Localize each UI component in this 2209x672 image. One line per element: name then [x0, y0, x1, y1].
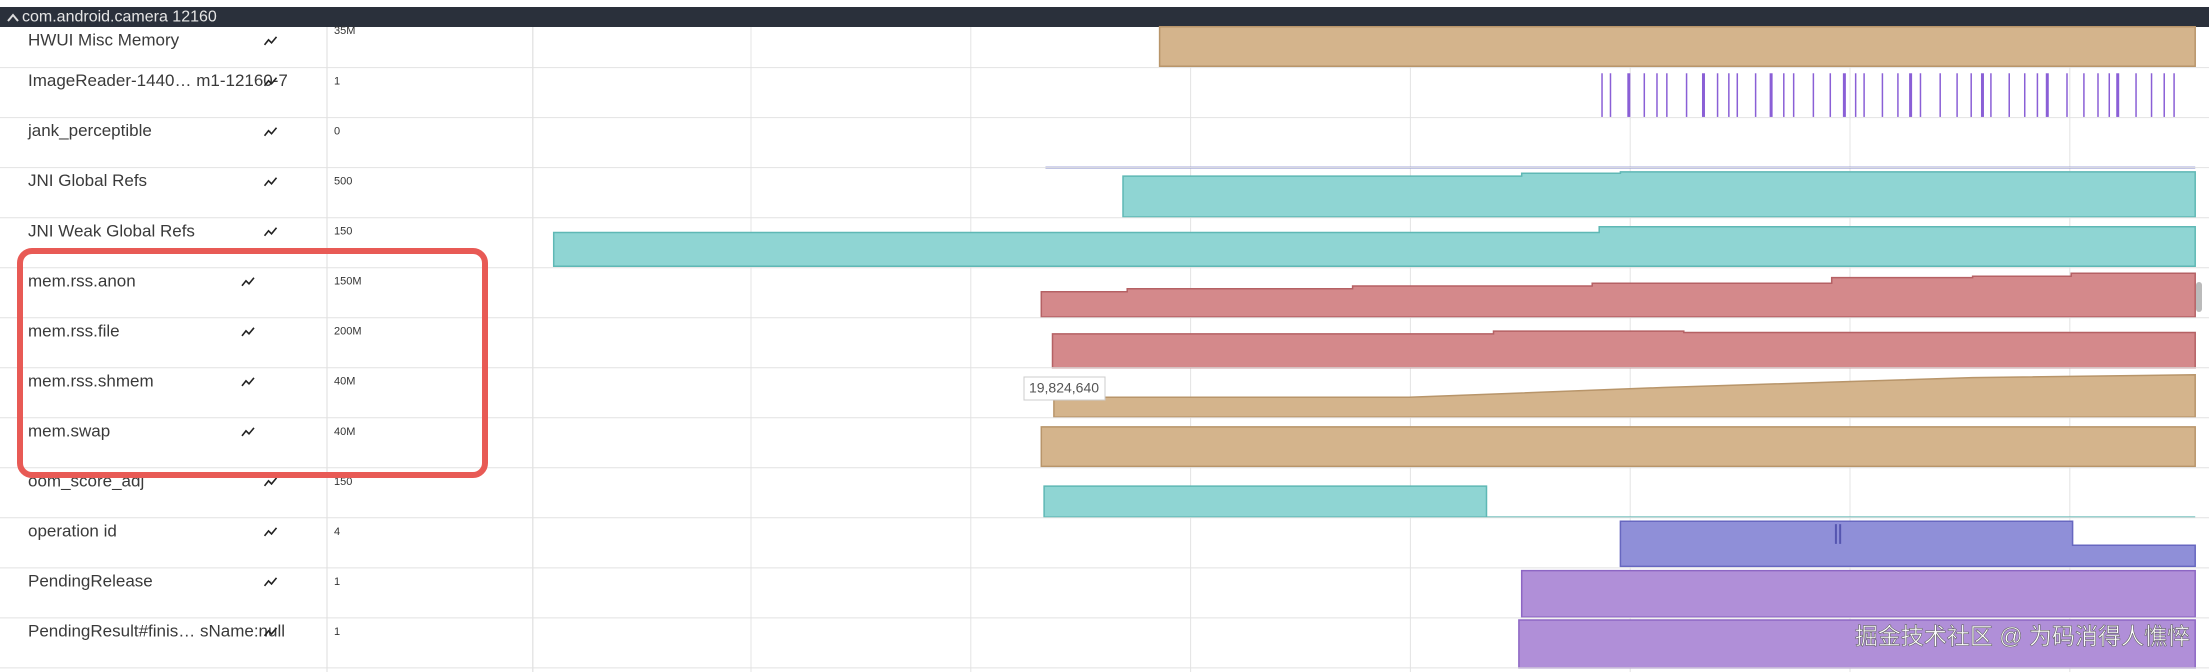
chart-icon [263, 527, 278, 537]
track-scale: 500 [334, 176, 352, 188]
counter-tracks [552, 26, 2196, 669]
track-name: PendingResult#finis… sName:null [28, 621, 285, 640]
track-rows: HWUI Misc Memory 35M ImageReader-1440… m1-… [0, 25, 2209, 669]
track-name: mem.swap [28, 421, 110, 440]
track-name: operation id [28, 521, 117, 540]
track-name: ImageReader-1440… m1-12160-7 [28, 71, 288, 90]
grid [326, 27, 2071, 672]
chart-icon [263, 177, 278, 187]
scrollbar[interactable] [2196, 282, 2202, 312]
chart-icon [241, 327, 255, 337]
track-scale: 4 [334, 526, 340, 538]
counter-area [552, 226, 2196, 268]
counter-area [1051, 330, 2196, 369]
chart-icon [241, 277, 255, 287]
chart-icon [241, 377, 255, 387]
track-name: PendingRelease [28, 571, 153, 590]
track-name: JNI Global Refs [28, 171, 147, 190]
chart-icon [241, 427, 255, 437]
tooltip-text: 19,824,640 [1029, 380, 1099, 396]
track-scale: 40M [334, 376, 355, 388]
track-name: mem.rss.shmem [28, 371, 154, 390]
counter-area [1040, 426, 2196, 468]
counter-area [1040, 272, 2196, 318]
track-scale: 1 [334, 576, 340, 588]
counter-area [1158, 26, 2196, 67]
track-scale: 1 [334, 76, 340, 88]
track-scale: 200M [334, 326, 362, 338]
track-scale: 150M [334, 276, 362, 288]
chart-icon [263, 77, 278, 87]
track-name: JNI Weak Global Refs [28, 221, 195, 240]
counter-area [1122, 171, 2196, 218]
track-scale: 150 [334, 476, 352, 488]
tooltip: 19,824,640 [1023, 376, 1106, 401]
track-name: HWUI Misc Memory [28, 30, 180, 49]
chart-icon [263, 127, 278, 137]
process-header [0, 7, 2209, 27]
track-scale: 1 [334, 626, 340, 638]
counter-area [1053, 374, 2196, 418]
track-scale: 35M [334, 25, 355, 37]
track-name: jank_perceptible [27, 121, 152, 140]
collapse-chevron[interactable] [7, 13, 19, 22]
tooltip-box [1023, 376, 1106, 401]
chart-icon [263, 227, 278, 237]
chart-icon [263, 36, 278, 46]
process-title: com.android.camera 12160 [22, 9, 217, 26]
track-name: mem.rss.anon [28, 271, 136, 290]
counter-area [1043, 485, 1488, 518]
track-scale: 40M [334, 426, 355, 438]
highlight-box [17, 248, 488, 478]
watermark: 掘金技术社区 @ 为码消得人憔悴 [1855, 623, 2190, 649]
chart-icon [263, 477, 278, 487]
track-scale: 150 [334, 226, 352, 238]
counter-area [1619, 520, 2196, 568]
counter-area [1520, 569, 2196, 618]
chart-icon [263, 627, 278, 637]
track-scale: 0 [334, 126, 340, 138]
chart-icon [263, 577, 278, 587]
track-name: mem.rss.file [28, 321, 120, 340]
